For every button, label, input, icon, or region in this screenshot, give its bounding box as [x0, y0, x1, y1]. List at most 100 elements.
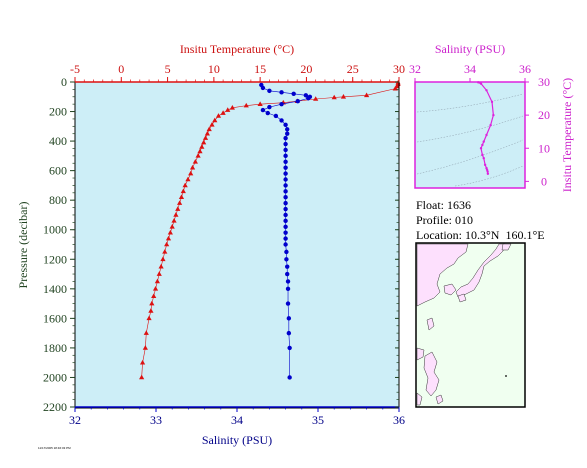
- temperature-tick-label: 25: [347, 62, 359, 76]
- temperature-tick-label: 10: [208, 62, 220, 76]
- ts-y-tick-label: 30: [538, 75, 550, 89]
- float-info-line: Float: 1636: [416, 198, 471, 213]
- salinity-point: [287, 345, 292, 351]
- ts-x-tick-label: 32: [409, 62, 421, 76]
- ts-diagram: 32 34 36 0 10 20 30 Salinity (PSU) Insitu Temp…: [409, 42, 574, 192]
- salinity-point: [283, 153, 288, 159]
- salinity-point: [283, 195, 288, 200]
- temperature-point: [209, 122, 215, 127]
- salinity-point: [286, 316, 292, 321]
- ts-x-tick-label: 34: [464, 62, 476, 76]
- salinity-point: [283, 171, 288, 176]
- salinity-point: [283, 236, 288, 241]
- temperature-point: [364, 92, 370, 98]
- pressure-tick-label: 0: [61, 75, 67, 89]
- salinity-point: [283, 135, 288, 141]
- mindanao: [435, 394, 444, 405]
- density-contour: [416, 93, 524, 113]
- salinity-point: [306, 96, 311, 101]
- temperature-point: [178, 194, 185, 200]
- salinity-point: [284, 257, 289, 262]
- temperature-point: [142, 345, 148, 350]
- temperature-point: [175, 206, 181, 211]
- ts-x-tick-label: 36: [519, 62, 531, 76]
- temperature-point: [204, 130, 210, 136]
- plot-background: [75, 82, 399, 408]
- temperature-point: [160, 256, 166, 262]
- salinity-point: [283, 224, 288, 229]
- location-label: Location:: [416, 228, 462, 242]
- salinity-point: [283, 206, 288, 212]
- ts-series: [477, 81, 495, 175]
- profile-info-line: Profile: 010: [416, 213, 473, 228]
- ts-point: [486, 170, 489, 173]
- salinity-point: [283, 242, 288, 247]
- profile-label: Profile:: [416, 213, 452, 227]
- ts-point: [492, 113, 495, 117]
- ts-axis-ticks: [414, 78, 529, 182]
- salinity-point: [285, 301, 291, 306]
- float-label: Float:: [416, 198, 445, 212]
- pressure-tick-label: 800: [49, 193, 67, 207]
- temperature-point: [206, 126, 212, 132]
- salinity-point: [267, 104, 272, 110]
- temperature-point: [229, 105, 235, 110]
- temperature-point: [313, 96, 319, 101]
- temperature-point: [152, 286, 159, 291]
- temperature-point: [185, 176, 191, 182]
- temperature-point: [139, 374, 145, 380]
- temperature-point: [165, 235, 172, 241]
- landmass-shapes: [416, 243, 512, 406]
- salinity-point: [285, 279, 291, 284]
- ts-x-axis-title: Salinity (PSU): [435, 42, 505, 56]
- japan-hokkaido: [501, 243, 512, 251]
- salinity-point: [283, 122, 288, 128]
- temperature-point: [146, 315, 152, 321]
- salinity-point: [279, 118, 284, 123]
- salinity-point: [285, 131, 290, 136]
- temperature-point: [192, 158, 198, 164]
- profile-value: 010: [455, 213, 473, 227]
- ts-point: [479, 147, 483, 150]
- salinity-point: [291, 91, 296, 97]
- temperature-tick-label: 0: [118, 62, 124, 76]
- salinity-point: [295, 99, 300, 104]
- ts-y-tick-label: 20: [538, 108, 550, 122]
- pressure-tick-label: 2200: [43, 400, 67, 414]
- temperature-point: [148, 308, 154, 313]
- pressure-tick-label: 1600: [43, 311, 67, 325]
- temperature-point: [215, 113, 222, 118]
- borneo-edge: [416, 392, 423, 406]
- salinity-tick-label: 34: [231, 413, 243, 427]
- ts-point: [481, 143, 484, 147]
- salinity-point: [285, 127, 290, 132]
- pressure-tick-label: 200: [49, 105, 67, 119]
- temperature-point: [257, 101, 263, 106]
- temperature-point: [340, 93, 347, 99]
- salinity-point: [283, 147, 288, 153]
- pressure-tick-label: 400: [49, 134, 67, 148]
- salinity-point: [260, 85, 266, 91]
- temperature-tick-label: 20: [300, 62, 312, 76]
- pressure-axis-title: Pressure (decibar): [16, 202, 30, 289]
- ts-point: [485, 89, 488, 92]
- temperature-axis-title: Insitu Temperature (°C): [180, 42, 294, 56]
- temperature-point: [197, 148, 203, 154]
- pressure-tick-label: 2000: [43, 370, 67, 384]
- taiwan: [426, 317, 435, 331]
- ts-point: [490, 100, 494, 104]
- float-location-dot: [505, 375, 507, 377]
- salinity-axis-title: Salinity (PSU): [202, 433, 272, 447]
- salinity-series: [259, 82, 313, 380]
- temperature-point: [188, 170, 194, 176]
- temperature-point: [225, 107, 231, 112]
- temperature-point: [169, 223, 175, 229]
- location-info-line: Location: 10.3°N 160.1°E: [416, 228, 545, 243]
- salinity-point: [285, 271, 290, 277]
- temperature-point: [164, 241, 170, 247]
- salinity-tick-label: 36: [393, 413, 405, 427]
- location-value: 10.3°N 160.1°E: [464, 228, 545, 242]
- salinity-point: [283, 159, 288, 164]
- salinity-point: [283, 141, 288, 147]
- pressure-tick-label: 600: [49, 164, 67, 178]
